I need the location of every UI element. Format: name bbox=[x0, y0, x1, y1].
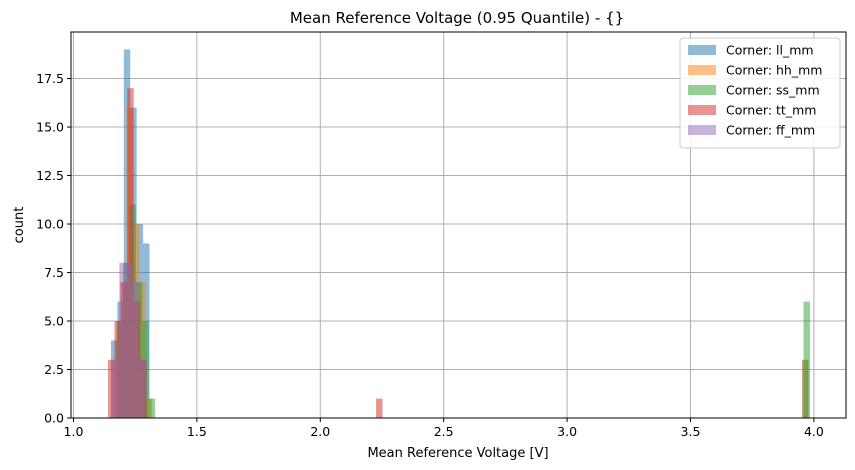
histogram-bar bbox=[138, 359, 146, 418]
legend: Corner: ll_mm Corner: hh_mm Corner: ss_mm C… bbox=[679, 37, 841, 149]
series-corner-ff-mm bbox=[112, 262, 146, 418]
x-tick-label: 2.5 bbox=[434, 424, 454, 439]
histogram-bar bbox=[125, 262, 133, 418]
x-tick-label: 3.5 bbox=[681, 424, 701, 439]
x-tick-label: 2.0 bbox=[310, 424, 330, 439]
legend-label: Corner: ff_mm bbox=[726, 123, 815, 138]
legend-swatch bbox=[688, 85, 716, 95]
legend-swatch bbox=[688, 125, 716, 135]
y-tick-label: 15.0 bbox=[36, 120, 64, 135]
y-axis-ticks: 0.0 2.5 5.0 7.5 10.0 12.5 15.0 17.5 bbox=[36, 71, 71, 426]
y-tick-label: 2.5 bbox=[44, 362, 64, 377]
legend-box bbox=[679, 37, 841, 149]
histogram-bar bbox=[119, 262, 126, 418]
series-corner-ss-mm bbox=[116, 204, 810, 418]
histogram-bar bbox=[803, 301, 810, 418]
legend-label: Corner: ll_mm bbox=[726, 43, 814, 58]
histogram-bar bbox=[376, 398, 383, 418]
histogram-bar bbox=[127, 88, 134, 419]
y-tick-label: 10.0 bbox=[36, 217, 64, 232]
histogram-bar bbox=[112, 359, 120, 418]
series-corner-hh-mm bbox=[113, 107, 809, 418]
legend-swatch bbox=[688, 65, 716, 75]
x-axis-ticks: 1.0 1.5 2.0 2.5 3.0 3.5 4.0 bbox=[64, 418, 824, 439]
y-tick-label: 12.5 bbox=[36, 168, 64, 183]
legend-label: Corner: tt_mm bbox=[726, 103, 816, 118]
legend-swatch bbox=[688, 105, 716, 115]
x-tick-label: 4.0 bbox=[804, 424, 824, 439]
legend-label: Corner: ss_mm bbox=[726, 83, 820, 98]
x-tick-label: 1.0 bbox=[64, 424, 84, 439]
legend-swatch bbox=[688, 45, 716, 55]
histogram-bar bbox=[108, 359, 115, 418]
y-tick-label: 17.5 bbox=[36, 71, 64, 86]
y-axis-title: count bbox=[12, 207, 27, 244]
plot-frame bbox=[70, 31, 847, 419]
x-axis-title: Mean Reference Voltage [V] bbox=[367, 446, 548, 461]
y-tick-label: 0.0 bbox=[44, 411, 64, 426]
x-tick-label: 3.0 bbox=[557, 424, 577, 439]
legend-label: Corner: hh_mm bbox=[726, 63, 822, 78]
y-tick-label: 7.5 bbox=[44, 265, 64, 280]
histogram-bars bbox=[108, 49, 810, 419]
histogram-bar bbox=[148, 398, 156, 418]
x-tick-label: 1.5 bbox=[187, 424, 207, 439]
histogram-bar bbox=[132, 282, 139, 418]
chart-title: Mean Reference Voltage (0.95 Quantile) -… bbox=[290, 9, 624, 27]
y-tick-label: 5.0 bbox=[44, 314, 64, 329]
